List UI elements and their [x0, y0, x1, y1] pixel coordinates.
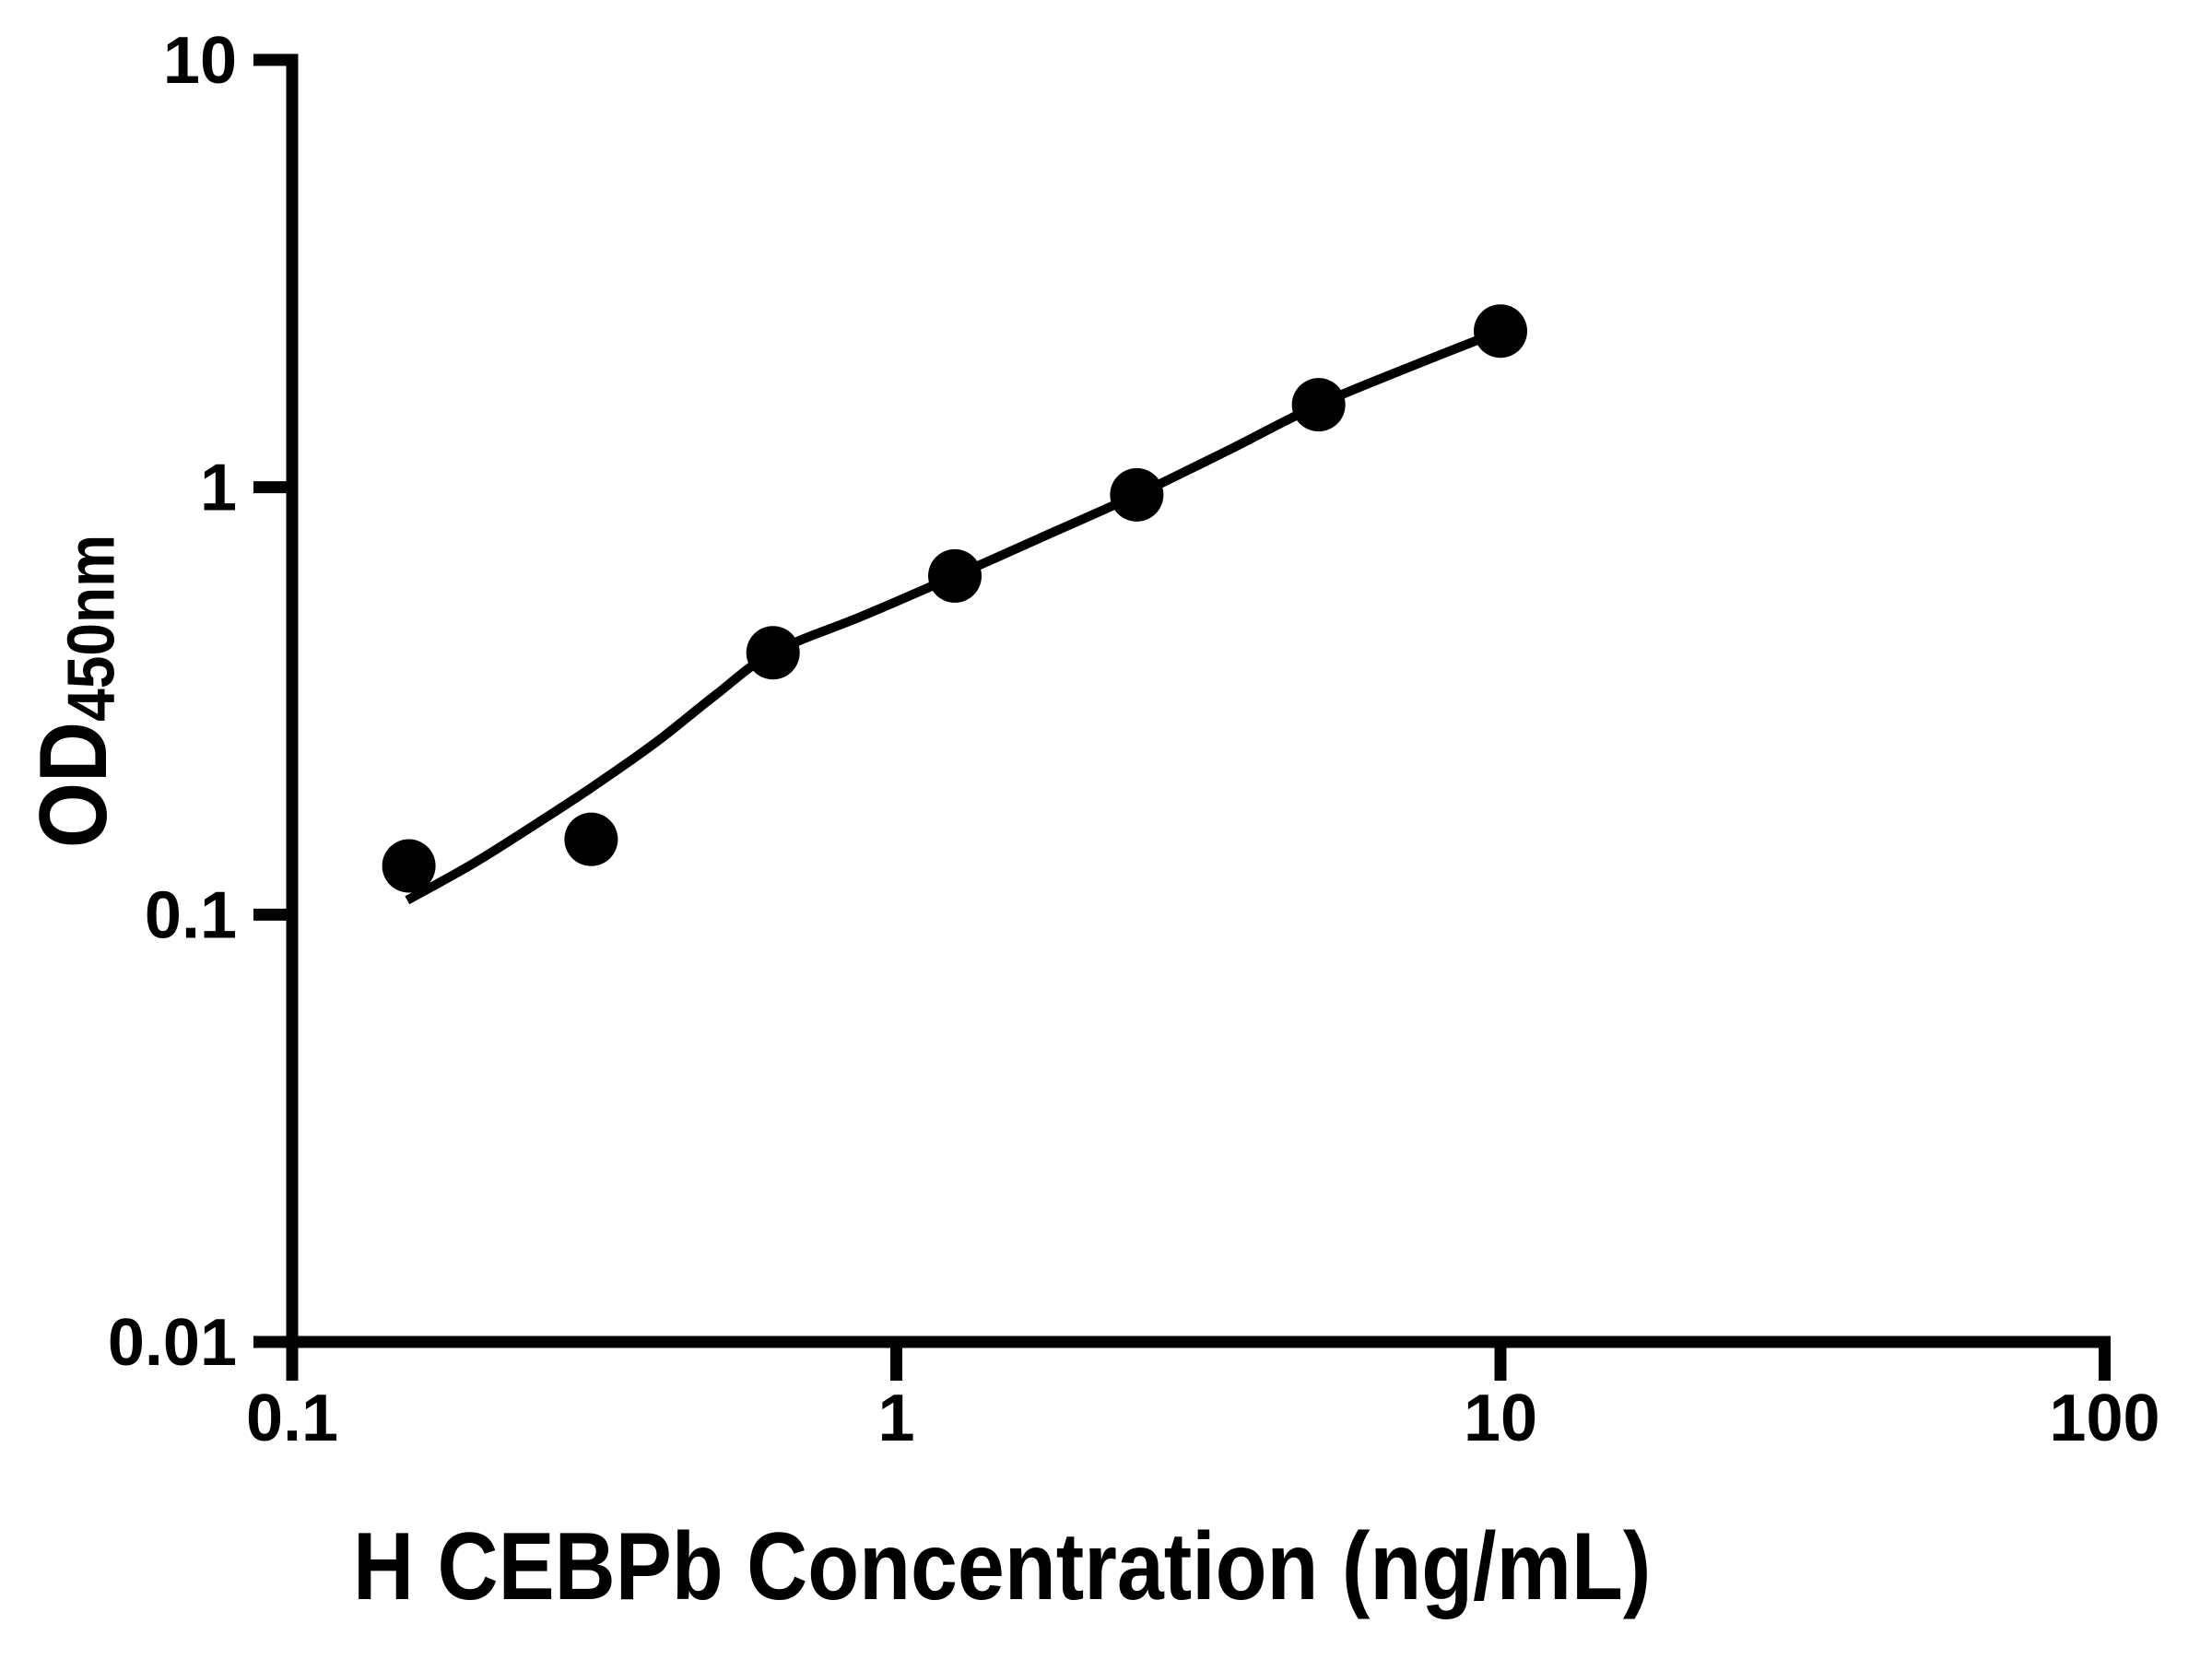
- x-tick-label: 1: [877, 1382, 914, 1455]
- y-tick-label: 0.01: [108, 1306, 237, 1380]
- y-tick-label: 0.1: [145, 878, 237, 952]
- x-axis-label-text: H CEBPb Concentration (ng/mL): [353, 1513, 1652, 1620]
- data-point-marker: [564, 812, 618, 866]
- x-tick-label: 0.1: [246, 1382, 338, 1455]
- data-point-marker: [928, 548, 982, 603]
- data-point-marker: [746, 626, 800, 680]
- data-point-marker: [1474, 304, 1527, 359]
- y-axis-label-main: OD: [20, 721, 127, 849]
- y-tick-label: 10: [163, 24, 237, 98]
- y-axis-label-text: OD450nm: [20, 535, 129, 848]
- y-tick-label: 1: [200, 452, 237, 525]
- data-point-marker: [1110, 467, 1164, 522]
- x-axis-label: H CEBPb Concentration (ng/mL): [353, 1519, 1828, 1615]
- x-tick-label: 10: [1464, 1382, 1537, 1455]
- data-point-marker: [382, 839, 436, 893]
- data-point-marker: [1291, 378, 1346, 432]
- y-axis-label-subscript: 450nm: [53, 534, 129, 722]
- y-axis-label: OD450nm: [20, 513, 129, 870]
- x-tick-label: 100: [2049, 1382, 2159, 1455]
